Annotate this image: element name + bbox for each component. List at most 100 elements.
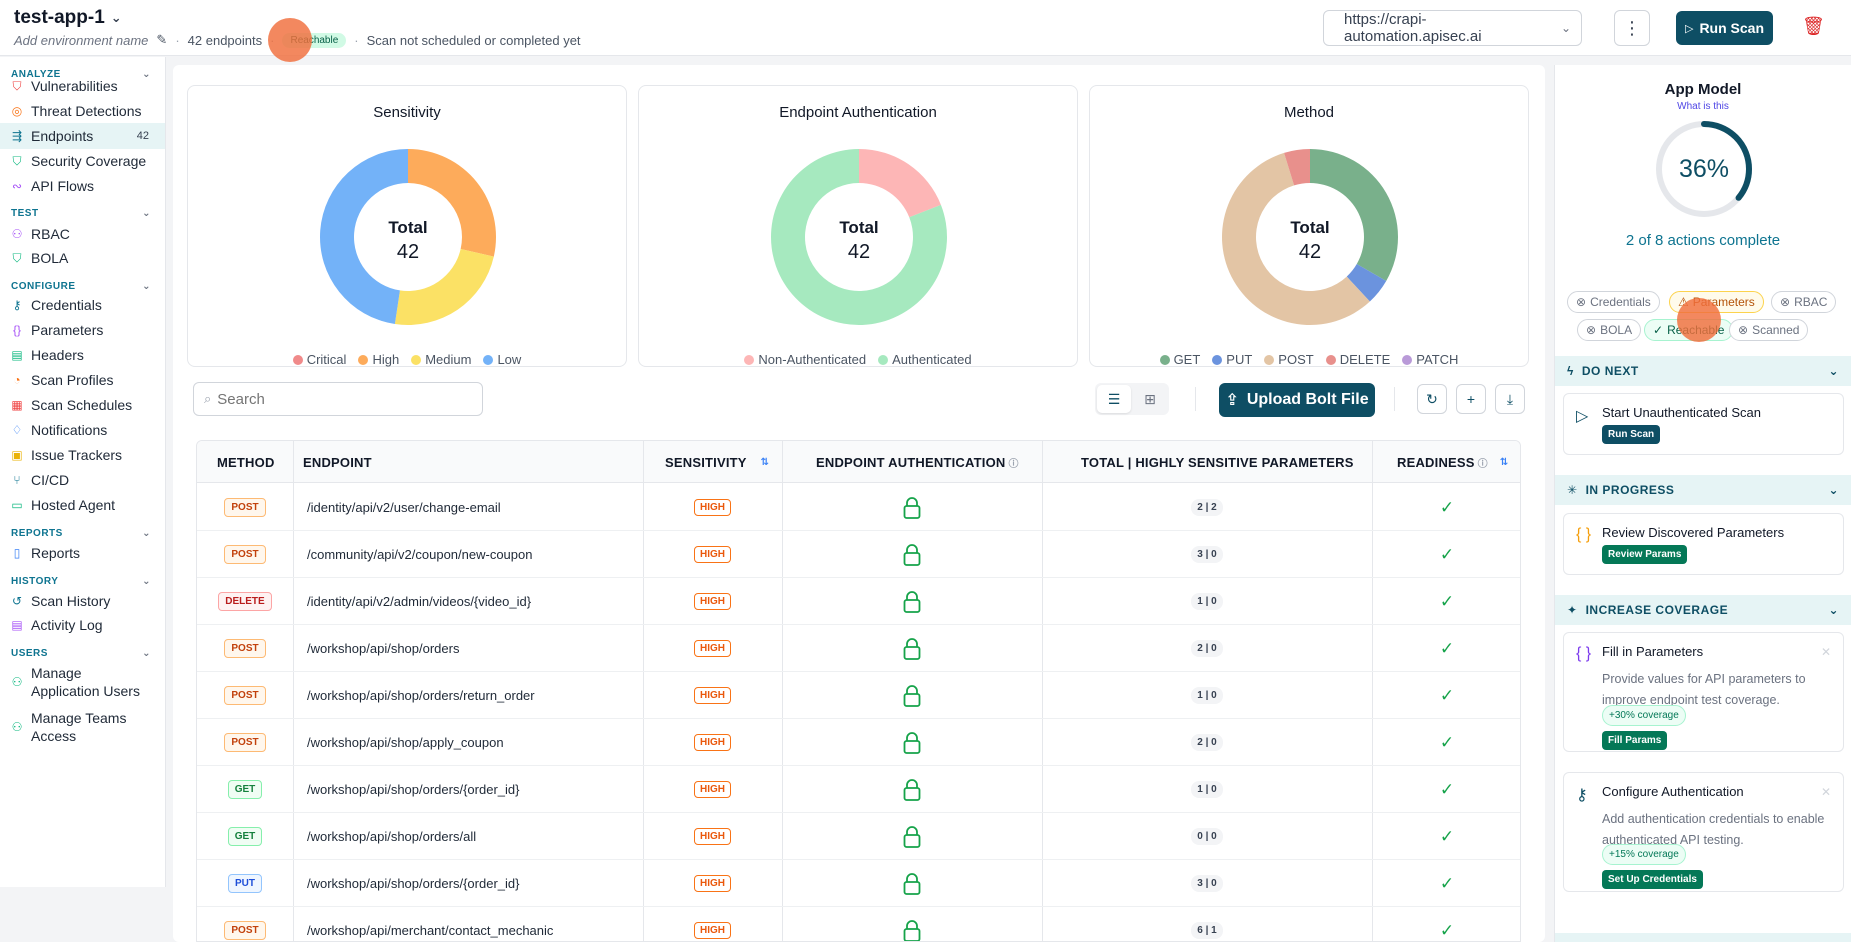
legend-item[interactable]: High	[358, 352, 399, 367]
sidebar-item-manage-app-users[interactable]: ⚇ Manage Application Users	[11, 665, 140, 699]
params-cell: 2 | 0	[1042, 719, 1372, 766]
chip-credentials[interactable]: ⊗ Credentials	[1567, 291, 1660, 313]
section-analyze[interactable]: ANALYZE ⌄	[11, 69, 151, 80]
slice-high[interactable]	[408, 149, 496, 257]
app-selector[interactable]: test-app-1 ⌄	[14, 7, 122, 29]
sidebar-item-scan-schedules[interactable]: ▦ Scan Schedules	[11, 397, 133, 413]
table-row[interactable]: POST/workshop/api/shop/orders HIGH 2 | 0 ✓	[197, 625, 1520, 672]
slice-low[interactable]	[319, 149, 408, 325]
do-next-section[interactable]: ϟ DO NEXT ⌄	[1555, 356, 1851, 386]
edit-icon[interactable]: ✎	[156, 32, 168, 47]
sidebar-item-notifications[interactable]: ♢ Notifications	[11, 422, 108, 438]
slice-get[interactable]	[1310, 149, 1398, 281]
endpoint-path[interactable]: /workshop/api/shop/apply_coupon	[307, 735, 504, 750]
sidebar-item-scan-profiles[interactable]: ◔ Scan Profiles	[0, 367, 165, 393]
sidebar-item-security-coverage[interactable]: ⛉ Security Coverage	[12, 153, 147, 169]
endpoint-path[interactable]: /community/api/v2/coupon/new-coupon	[307, 547, 533, 562]
table-row[interactable]: POST/workshop/api/shop/apply_coupon HIGH 2…	[197, 719, 1520, 766]
sidebar-item-manage-teams[interactable]: ⚇ Manage Teams Access	[11, 710, 127, 744]
in-progress-section[interactable]: ✳ IN PROGRESS ⌄	[1555, 475, 1851, 505]
header-readiness[interactable]: READINESS ⓘ ⇅	[1397, 454, 1509, 470]
endpoint-path[interactable]: /workshop/api/shop/orders/{order_id}	[307, 876, 520, 891]
section-configure[interactable]: CONFIGURE ⌄	[11, 281, 151, 292]
table-row[interactable]: POST/workshop/api/merchant/contact_mecha…	[197, 907, 1520, 941]
list-view-icon[interactable]: ☰	[1097, 385, 1131, 413]
table-row[interactable]: GET/workshop/api/shop/orders/all HIGH 0 | …	[197, 813, 1520, 860]
grid-view-icon[interactable]: ⊞	[1144, 390, 1156, 407]
slice-delete[interactable]	[1284, 149, 1310, 186]
sidebar-item-vulnerabilities[interactable]: ⛉ Vulnerabilities	[12, 78, 118, 94]
close-icon[interactable]: ✕	[1820, 645, 1831, 659]
progress-arc	[1656, 121, 1752, 217]
search-input[interactable]	[217, 390, 458, 408]
sidebar-item-threat-detections[interactable]: ◎ Threat Detections	[11, 103, 142, 119]
legend-item[interactable]: PUT	[1212, 352, 1252, 367]
endpoint-path[interactable]: /identity/api/v2/admin/videos/{video_id}	[307, 594, 532, 609]
legend-item[interactable]: DELETE	[1325, 352, 1390, 367]
chip-scanned[interactable]: ⊗ Scanned	[1729, 319, 1809, 341]
run-scan-small-button[interactable]: Run Scan	[1602, 425, 1661, 444]
fill-params-button[interactable]: Fill Params	[1602, 731, 1668, 750]
sidebar-item-bola[interactable]: ⛉ BOLA	[12, 250, 69, 266]
sidebar-item-headers[interactable]: ▤ Headers	[11, 347, 84, 363]
sidebar-item-credentials[interactable]: ⚷ Credentials	[12, 297, 102, 313]
legend-item[interactable]: GET	[1159, 352, 1200, 367]
table-row[interactable]: POST/identity/api/v2/user/change-email HI…	[197, 484, 1520, 531]
legend-item[interactable]: Low	[483, 352, 521, 367]
section-reports[interactable]: REPORTS ⌄	[11, 528, 151, 539]
table-row[interactable]: POST/workshop/api/shop/orders/return_ord…	[197, 672, 1520, 719]
what-is-this-link[interactable]: What is this	[1677, 101, 1729, 112]
table-row[interactable]: POST/community/api/v2/coupon/new-coupon H…	[197, 531, 1520, 578]
slice-put[interactable]	[1346, 264, 1387, 302]
chip-bola[interactable]: ⊗ BOLA	[1577, 319, 1642, 341]
close-icon[interactable]: ✕	[1820, 785, 1831, 799]
setup-credentials-button[interactable]: Set Up Credentials	[1602, 870, 1703, 889]
add-icon[interactable]: +	[1456, 384, 1486, 414]
section-users[interactable]: USERS ⌄	[11, 648, 151, 659]
endpoint-path[interactable]: /workshop/api/shop/orders/{order_id}	[307, 782, 520, 797]
download-icon[interactable]: ⤓	[1495, 384, 1525, 414]
trash-icon[interactable]: 🗑	[1802, 16, 1825, 36]
section-history[interactable]: HISTORY ⌄	[11, 576, 151, 587]
sidebar-item-issue-trackers[interactable]: ▣ Issue Trackers	[11, 447, 123, 463]
section-test[interactable]: TEST ⌄	[11, 208, 151, 219]
table-row[interactable]: DELETE/identity/api/v2/admin/videos/{vid…	[197, 578, 1520, 625]
legend-item[interactable]: Medium	[411, 352, 471, 367]
increase-coverage-section[interactable]: ✦ INCREASE COVERAGE ⌄	[1555, 595, 1851, 625]
slice-authenticated[interactable]	[771, 149, 947, 325]
legend-item[interactable]: POST	[1264, 352, 1314, 367]
environment-url-select[interactable]: https://crapi-automation.apisec.ai ⌄	[1323, 10, 1582, 46]
more-options-button[interactable]: ⋮	[1614, 10, 1650, 46]
header-sensitivity[interactable]: SENSITIVITY ⇅	[665, 454, 770, 470]
chip-rbac[interactable]: ⊗ RBAC	[1771, 291, 1837, 313]
legend-item[interactable]: Authenticated	[878, 352, 972, 367]
slice-non-authenticated[interactable]	[859, 149, 941, 218]
search-box[interactable]: ⌕	[193, 382, 483, 416]
upload-bolt-file-button[interactable]: ⇪ Upload Bolt File	[1219, 383, 1375, 417]
sidebar-item-api-flows[interactable]: ∾ API Flows	[11, 178, 95, 194]
sidebar-item-reports[interactable]: ▯ Reports	[0, 540, 165, 566]
sidebar-item-scan-history[interactable]: ↺ Scan History	[11, 593, 111, 609]
endpoint-path[interactable]: /identity/api/v2/user/change-email	[307, 500, 501, 515]
table-row[interactable]: PUT/workshop/api/shop/orders/{order_id} H…	[197, 860, 1520, 907]
sidebar-item-endpoints[interactable]: ⇶ Endpoints 42	[0, 123, 165, 149]
sidebar-item-activity-log[interactable]: ▤ Activity Log	[11, 617, 103, 633]
endpoint-path[interactable]: /workshop/api/merchant/contact_mechanic	[307, 923, 554, 938]
legend-item[interactable]: PATCH	[1402, 352, 1458, 367]
sidebar-item-hosted-agent[interactable]: ▭ Hosted Agent	[11, 497, 116, 513]
run-scan-button[interactable]: ▷ Run Scan	[1676, 11, 1773, 45]
env-name-field[interactable]: Add environment name	[14, 32, 149, 48]
legend-item[interactable]: Critical	[292, 352, 346, 367]
endpoint-path[interactable]: /workshop/api/shop/orders/all	[307, 829, 477, 844]
refresh-icon[interactable]: ↻	[1417, 384, 1447, 414]
slice-post[interactable]	[1222, 152, 1370, 325]
sidebar-item-parameters[interactable]: {} Parameters	[12, 322, 104, 338]
slice-medium[interactable]	[394, 249, 494, 325]
review-params-button[interactable]: Review Params	[1602, 545, 1688, 564]
endpoint-path[interactable]: /workshop/api/shop/orders/return_order	[307, 688, 535, 703]
sidebar-item-rbac[interactable]: ⚇ RBAC	[11, 226, 70, 242]
table-row[interactable]: GET/workshop/api/shop/orders/{order_id} H…	[197, 766, 1520, 813]
endpoint-path[interactable]: /workshop/api/shop/orders	[307, 641, 460, 656]
sidebar-item-cicd[interactable]: ⑂ CI/CD	[0, 467, 165, 493]
legend-item[interactable]: Non-Authenticated	[744, 352, 866, 367]
